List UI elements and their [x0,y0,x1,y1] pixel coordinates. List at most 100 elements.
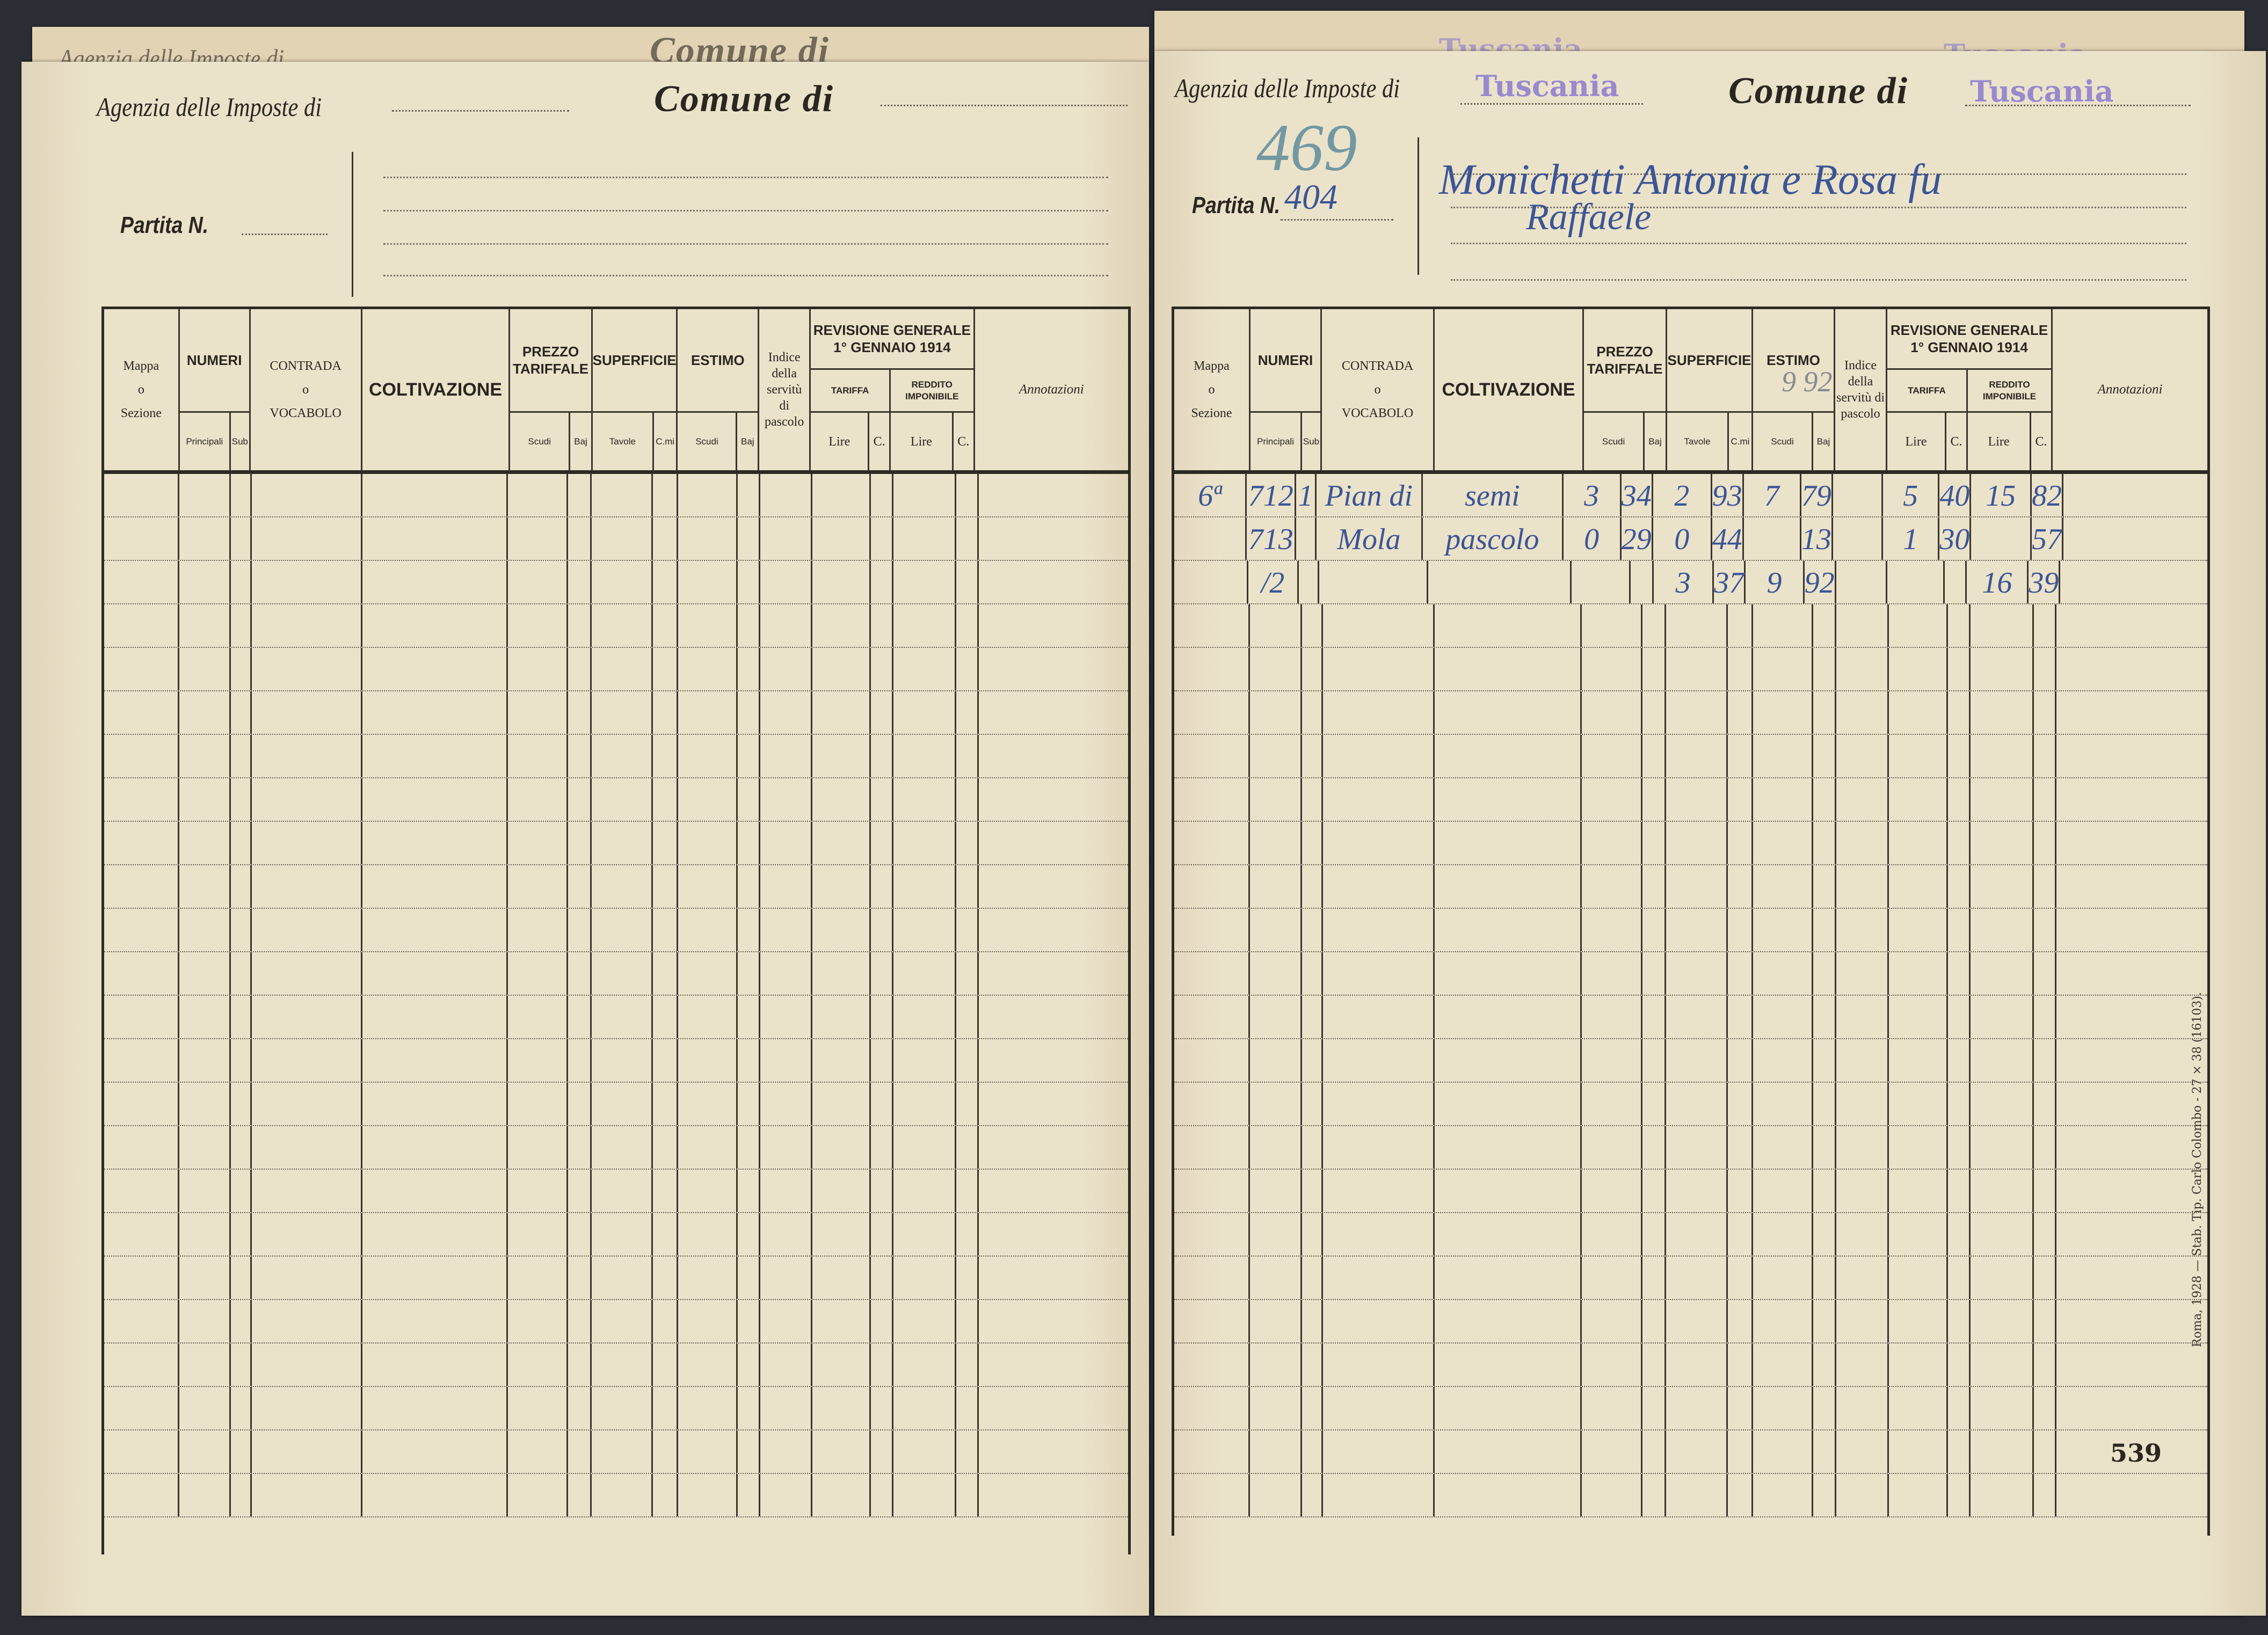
cell-estimo-scudi [678,604,738,647]
cell-reddito-c [956,1300,979,1342]
cell-contrada [252,1083,362,1125]
cell-coltivazione [1435,604,1582,647]
cell-principali [179,1474,231,1516]
cell-principali [179,1430,231,1473]
cell-estimo-scudi [678,1300,738,1342]
header-tariffa: TARIFFA [811,368,891,411]
cell-sub [1302,909,1324,951]
cell-sup-tavole [1666,1430,1728,1473]
left-partita-field [242,233,328,235]
cell-annotazioni [979,517,1128,560]
cell-contrada [252,648,362,690]
cell-principali [179,474,231,516]
cell-prezzo-scudi [1582,604,1643,647]
cell-principali [1250,1344,1303,1386]
cell-principali [179,1126,231,1169]
cell-prezzo-baj [568,474,592,516]
cell-prezzo-scudi [508,1213,569,1256]
cell-coltivazione [1435,778,1582,821]
cell-sub [1302,1430,1324,1473]
cell-sup-cmi [653,1474,678,1516]
header-text: Baj [574,436,587,447]
cell-mappa [1174,996,1251,1038]
cell-prezzo-baj [1642,1213,1667,1256]
cell-tariffa-c [871,604,894,647]
header-text: Tavole [609,436,636,447]
header-indice-servitu: Indice della servitù di pascolo [1835,309,1887,470]
table-row-empty [104,1126,1128,1170]
cell-coltivazione [1435,996,1582,1038]
cell-sub [1302,648,1324,690]
table-row-empty [104,952,1128,996]
cell-estimo-scudi [1753,996,1814,1038]
cell-sup-cmi [653,909,678,951]
cell-contrada [252,909,362,951]
header-text: Lire [1988,434,2010,449]
cell-prezzo-scudi [508,1083,569,1125]
cell-tariffa-lire [1889,1300,1949,1342]
cell-sup-tavole [592,604,653,647]
cell-reddito-lire [1971,865,2034,908]
table-row-empty [1174,1474,2207,1517]
cell-mappa [1174,1387,1251,1429]
cell-indice [1836,1300,1889,1342]
cell-reddito-c [956,1387,979,1429]
cell-estimo-baj [738,1039,761,1082]
cell-prezzo-scudi [508,1039,569,1082]
cell-principali [1250,996,1303,1038]
header-tariffa-c: C. [869,411,891,470]
cell-contrada [1323,1430,1435,1473]
cell-tariffa-c [871,1213,894,1256]
cell-indice [760,778,813,821]
table-header: Mappa o Sezione NUMERI Principali Sub CONTRADA… [1174,309,2207,474]
cell-contrada [252,778,362,821]
cell-estimo-scudi [678,1474,738,1516]
cell-principali [179,604,231,647]
cell-coltivazione [362,1126,508,1169]
cell-indice [1836,1126,1889,1169]
cell-estimo-scudi [678,1387,738,1429]
cell-prezzo-baj [568,1430,592,1473]
cell-reddito-c: 39 [2029,561,2061,603]
cell-principali [179,1300,231,1342]
cell-contrada [252,1126,362,1169]
cell-sup-tavole [592,1126,653,1169]
header-text: C. [2035,434,2047,449]
cell-sup-tavole [592,648,653,690]
cell-sup-tavole [1666,1344,1728,1386]
cell-sub [1296,517,1317,560]
table-row-empty [104,1213,1128,1257]
header-text: TARIFFA [1908,385,1946,396]
cell-sub [231,1300,252,1342]
cell-indice [760,865,813,908]
cell-contrada [1323,735,1435,777]
cell-tariffa-c [1948,1387,1971,1429]
cell-sup-tavole: 2 [1653,474,1712,516]
cell-sup-cmi [1728,909,1754,951]
cell-indice [760,909,813,951]
cell-sup-tavole [1666,691,1728,734]
cell-sub [1302,1126,1324,1169]
cell-sup-tavole [1666,996,1728,1038]
cell-indice [1836,1387,1889,1429]
cell-reddito-c [956,735,979,777]
right-brace [1418,137,1419,275]
cell-principali [1250,778,1303,821]
cell-prezzo-scudi [1582,1039,1643,1082]
cell-reddito-lire [893,996,957,1038]
cell-tariffa-lire [812,778,871,821]
table-row-empty [1174,735,2207,778]
cell-tariffa-c [1948,909,1971,951]
cell-tariffa-c [871,517,894,560]
header-text: Annotazioni [2097,382,2163,397]
cell-tariffa-lire [1889,1344,1949,1386]
cell-contrada [252,996,362,1038]
cell-estimo-baj [738,996,761,1038]
table-row-empty [104,1300,1128,1344]
cell-estimo-baj [1813,648,1837,690]
cell-estimo-baj [738,1257,761,1299]
cell-sub [231,909,252,951]
cell-sup-tavole [592,1170,653,1212]
cell-estimo-scudi [1753,1474,1814,1516]
cell-tariffa-lire [1889,1170,1949,1212]
